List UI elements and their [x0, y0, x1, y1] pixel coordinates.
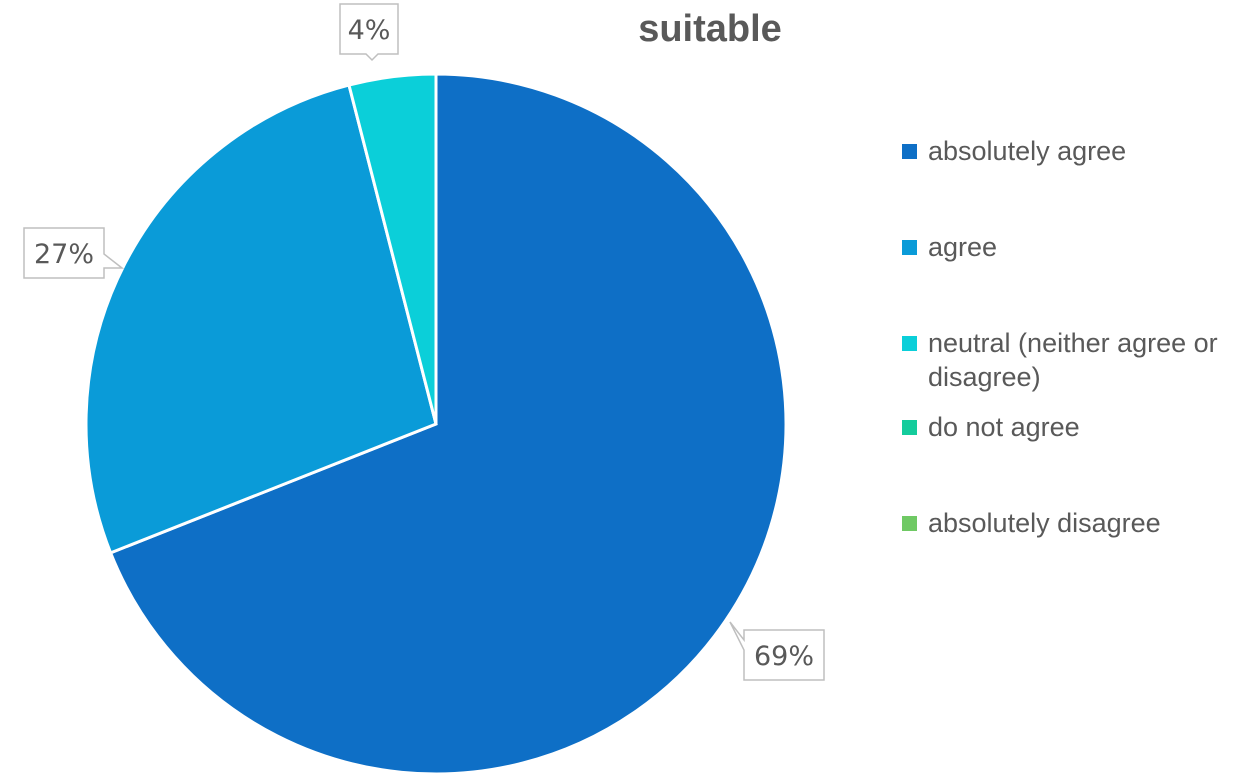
legend-swatch	[902, 240, 917, 255]
data-label-callout: 4%	[339, 3, 399, 62]
legend-item-absolutely-agree: absolutely agree	[900, 134, 1240, 168]
legend-swatch	[902, 516, 917, 531]
data-label: 69%	[754, 641, 814, 672]
legend-item-absolutely-disagree: absolutely disagree	[900, 506, 1240, 540]
data-label-callout: 27%	[23, 227, 125, 279]
legend-item-neutral: neutral (neither agree or disagree)	[900, 326, 1228, 394]
pie-slice-neutral-2	[347, 72, 438, 425]
legend-swatch	[902, 420, 917, 435]
chart-title: suitable	[638, 8, 782, 50]
legend-swatch	[902, 144, 917, 159]
legend-swatch	[902, 336, 917, 351]
data-label-callout: 69%	[729, 621, 825, 681]
pie-slice-absolutely-0	[108, 72, 788, 775]
legend-label: neutral (neither agree or disagree)	[928, 328, 1218, 392]
data-label: 4%	[348, 15, 391, 46]
legend-label: absolutely agree	[928, 136, 1127, 166]
legend-item-do-not-agree: do not agree	[900, 410, 1240, 444]
data-label: 27%	[34, 239, 94, 270]
legend-label: agree	[928, 232, 998, 262]
legend-item-agree: agree	[900, 230, 1240, 264]
legend: absolutely agree agree neutral (neither …	[900, 134, 1240, 602]
legend-label: absolutely disagree	[928, 508, 1161, 538]
legend-label: do not agree	[928, 412, 1080, 442]
pie-slice-agree-1	[84, 83, 438, 555]
